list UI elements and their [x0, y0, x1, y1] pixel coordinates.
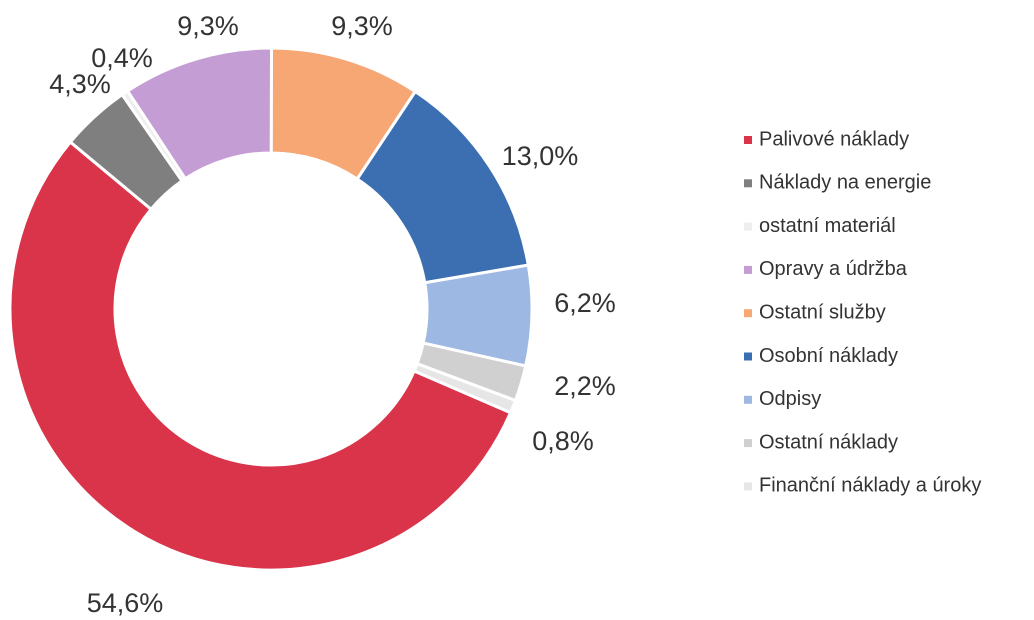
- legend-label: Náklady na energie: [759, 172, 931, 194]
- legend-swatch: [744, 136, 752, 144]
- data-label: 0,8%: [532, 426, 594, 456]
- legend-swatch: [744, 352, 752, 361]
- legend-label: Odpisy: [759, 388, 821, 410]
- legend-swatch: [744, 222, 752, 231]
- data-label: 4,3%: [49, 69, 111, 99]
- legend-swatch: [744, 265, 752, 274]
- legend-swatch: [744, 179, 752, 188]
- legend-label: Osobní náklady: [759, 345, 898, 367]
- legend-swatch: [744, 439, 752, 448]
- data-label: 2,2%: [554, 371, 616, 401]
- donut-slice: [8, 139, 513, 572]
- data-label: 13,0%: [502, 141, 579, 171]
- legend-label: Ostatní náklady: [759, 431, 898, 453]
- legend-label: Finanční náklady a úroky: [759, 475, 981, 497]
- data-label: 9,3%: [331, 11, 393, 41]
- data-label: 54,6%: [87, 588, 164, 618]
- legend-swatch: [744, 482, 752, 491]
- legend-label: ostatní materiál: [759, 215, 896, 237]
- legend-swatch: [744, 395, 752, 404]
- data-label: 6,2%: [554, 288, 616, 318]
- data-label: 9,3%: [177, 11, 239, 41]
- legend-label: Ostatní služby: [759, 301, 886, 323]
- donut-slice: [412, 361, 518, 415]
- legend-swatch: [744, 309, 752, 318]
- data-label: 0,4%: [91, 43, 153, 73]
- legend-label: Palivové náklady: [759, 128, 909, 150]
- legend-label: Opravy a údržba: [759, 258, 908, 280]
